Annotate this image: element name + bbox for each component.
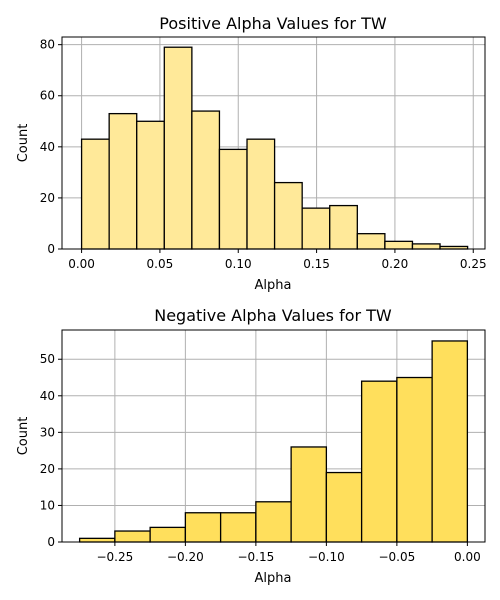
x-tick-label: −0.20 [167, 550, 204, 564]
positive-alpha-histogram: Positive Alpha Values for TW Alpha Count… [16, 14, 487, 293]
histogram-bar [360, 380, 398, 543]
histogram-bar [80, 138, 110, 250]
x-axis-label: Alpha [255, 278, 292, 293]
x-tick-label: 0.00 [68, 257, 95, 271]
x-axis-label: Alpha [255, 571, 292, 586]
histogram-bar [356, 233, 386, 250]
x-tick-label: 0.25 [460, 257, 487, 271]
y-tick-label: 60 [40, 89, 55, 103]
chart-title: Positive Alpha Values for TW [159, 14, 387, 33]
histogram-bar [431, 340, 469, 543]
histogram-bar [219, 512, 257, 543]
y-tick-label: 0 [47, 535, 55, 549]
y-tick-label: 50 [40, 352, 55, 366]
y-tick-label: 30 [40, 425, 55, 439]
x-tick-label: 0.15 [303, 257, 330, 271]
y-tick-label: 20 [40, 462, 55, 476]
histogram-bar [329, 204, 358, 250]
y-tick-label: 10 [40, 498, 55, 512]
histogram-bar [246, 138, 276, 250]
histogram-bar [108, 112, 138, 250]
x-tick-label: −0.05 [378, 550, 415, 564]
y-tick-label: 40 [40, 140, 55, 154]
histogram-bar [163, 46, 193, 250]
histogram-bar [384, 240, 414, 250]
y-tick-label: 80 [40, 38, 55, 52]
plot-frame [61, 36, 486, 250]
chart-title: Negative Alpha Values for TW [154, 306, 392, 325]
histogram-bar [114, 530, 151, 543]
histogram-bar [301, 207, 331, 250]
y-axis-label: Count [16, 417, 31, 456]
histogram-bar [396, 376, 433, 543]
histogram-bar [191, 110, 221, 250]
x-tick-label: 0.20 [382, 257, 409, 271]
x-tick-label: −0.25 [96, 550, 133, 564]
y-tick-label: 20 [40, 191, 55, 205]
histogram-bar [411, 243, 441, 250]
x-tick-label: 0.00 [454, 550, 481, 564]
histogram-bar [255, 501, 292, 543]
histogram-bar [149, 526, 187, 543]
histogram-bar [78, 537, 116, 543]
x-tick-label: −0.10 [308, 550, 345, 564]
histogram-bar [136, 120, 165, 250]
x-tick-label: 0.05 [147, 257, 174, 271]
y-tick-label: 40 [40, 389, 55, 403]
histogram-bar [218, 148, 248, 250]
y-axis-label: Count [16, 124, 31, 163]
y-tick-label: 0 [47, 242, 55, 256]
x-tick-label: −0.15 [237, 550, 274, 564]
negative-alpha-histogram: Negative Alpha Values for TW Alpha Count… [16, 306, 486, 586]
plot-frame [61, 329, 486, 543]
x-tick-label: 0.10 [225, 257, 252, 271]
histogram-bar [290, 446, 328, 543]
histogram-bar [325, 471, 363, 543]
histogram-bar [273, 181, 303, 250]
histogram-bar [184, 512, 222, 543]
